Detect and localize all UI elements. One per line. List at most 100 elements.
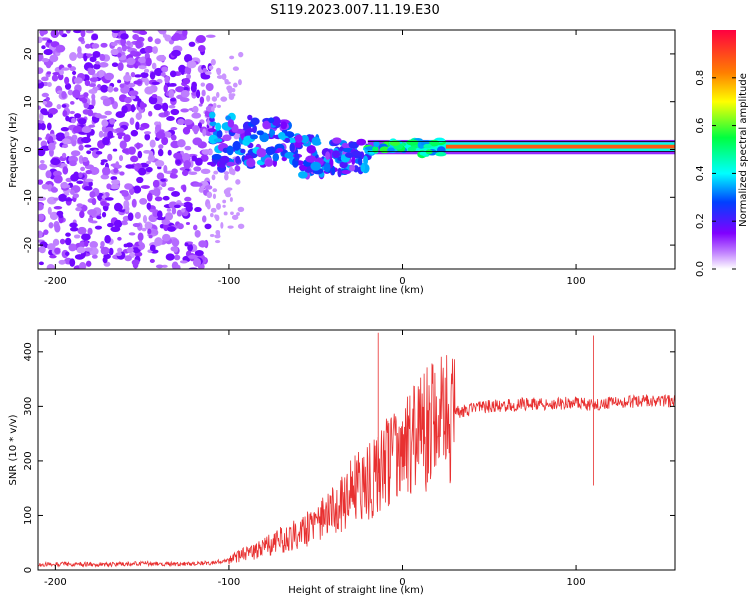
noise-blob [166, 83, 177, 87]
signal-blob [351, 150, 363, 156]
noise-blob [100, 246, 110, 255]
noise-blob [182, 30, 188, 37]
noise-blob [70, 189, 75, 195]
noise-blob [134, 74, 142, 78]
noise-blob [78, 155, 84, 164]
colorbar-ticks: 0.0 0.2 0.4 0.6 0.8 [695, 70, 736, 277]
noise-blob [45, 96, 50, 102]
noise-blob [104, 72, 115, 81]
signal-blob [281, 156, 287, 162]
noise-blob [128, 146, 136, 155]
noise-blob [171, 168, 178, 175]
tone-blob [406, 139, 419, 146]
noise-blob [185, 221, 191, 225]
noise-blob [117, 62, 124, 71]
noise-blob [110, 41, 118, 47]
noise-blob [115, 161, 120, 170]
noise-blob [235, 179, 241, 185]
noise-blob [84, 240, 89, 247]
noise-blob [182, 77, 191, 85]
noise-blob [87, 209, 97, 216]
noise-blob [206, 191, 213, 199]
signal-blob [294, 134, 303, 143]
noise-blob [156, 216, 166, 221]
noise-blob [130, 50, 137, 56]
spectrogram-y-axis: -20 -10 0 10 20 [23, 48, 675, 253]
noise-blob [39, 30, 48, 35]
noise-blob [74, 113, 82, 119]
noise-blob [200, 168, 211, 175]
noise-blob [115, 252, 122, 257]
signal-blob [276, 147, 284, 153]
noise-blob [102, 136, 110, 146]
signal-blob [363, 155, 369, 166]
noise-blob [107, 130, 114, 139]
noise-blob [77, 226, 87, 235]
noise-blob [85, 170, 92, 175]
snr-y-tick-label: 100 [23, 506, 34, 525]
colorbar: 0.0 0.2 0.4 0.6 0.8 Normalized spectral ampl… [695, 30, 749, 277]
noise-blob [173, 254, 181, 261]
noise-blob [135, 112, 143, 120]
noise-blob [38, 137, 43, 141]
noise-blob [100, 42, 108, 48]
snr-frame [37, 329, 676, 571]
noise-blob [198, 103, 203, 107]
signal-blob [356, 138, 367, 146]
noise-blob [50, 187, 58, 193]
signal-blob [284, 137, 291, 143]
noise-blob [85, 53, 93, 57]
noise-blob [152, 46, 158, 54]
noise-blob [216, 68, 222, 76]
noise-blob [210, 213, 214, 218]
noise-blob [183, 160, 191, 169]
noise-blob [46, 71, 52, 75]
noise-blob [84, 178, 94, 183]
noise-blob [192, 182, 203, 187]
noise-blob [165, 253, 175, 261]
noise-blob [180, 108, 189, 113]
colorbar-gradient [712, 30, 736, 269]
noise-blob [195, 35, 206, 43]
noise-blob [173, 152, 182, 160]
noise-blob [38, 203, 44, 211]
noise-blob [182, 169, 189, 177]
colorbar-tick-label: 0.8 [695, 70, 706, 86]
signal-blob [331, 165, 336, 176]
noise-blob [61, 104, 67, 108]
noise-blob [188, 171, 198, 176]
noise-blob [112, 148, 118, 152]
signal-blob [256, 148, 267, 158]
noise-blob [79, 241, 86, 248]
noise-blob [106, 183, 112, 190]
noise-blob [184, 66, 192, 74]
noise-blob [151, 62, 157, 70]
signal-blob [305, 155, 317, 163]
noise-blob [94, 225, 103, 230]
spectrogram-y-tick-label: 0 [23, 146, 34, 152]
noise-blob [110, 48, 119, 56]
noise-blob [169, 173, 178, 179]
noise-blob [212, 193, 217, 199]
signal-blob [284, 151, 295, 159]
noise-blob [210, 207, 217, 213]
noise-blob [77, 46, 82, 55]
noise-blob [46, 263, 55, 269]
signal-blob [213, 138, 223, 143]
noise-blob [84, 43, 91, 49]
noise-blob [128, 232, 136, 236]
signal-blob [226, 161, 235, 167]
noise-blob [53, 205, 63, 210]
noise-blob [119, 154, 124, 162]
noise-blob [38, 36, 43, 44]
noise-blob [141, 227, 147, 232]
noise-blob [133, 80, 142, 85]
signal-blob [235, 155, 241, 165]
noise-blob [138, 167, 147, 176]
noise-blob [232, 82, 238, 88]
noise-blob [149, 258, 155, 263]
noise-blob [211, 174, 216, 181]
noise-blob [212, 102, 217, 109]
noise-blob [124, 183, 133, 190]
